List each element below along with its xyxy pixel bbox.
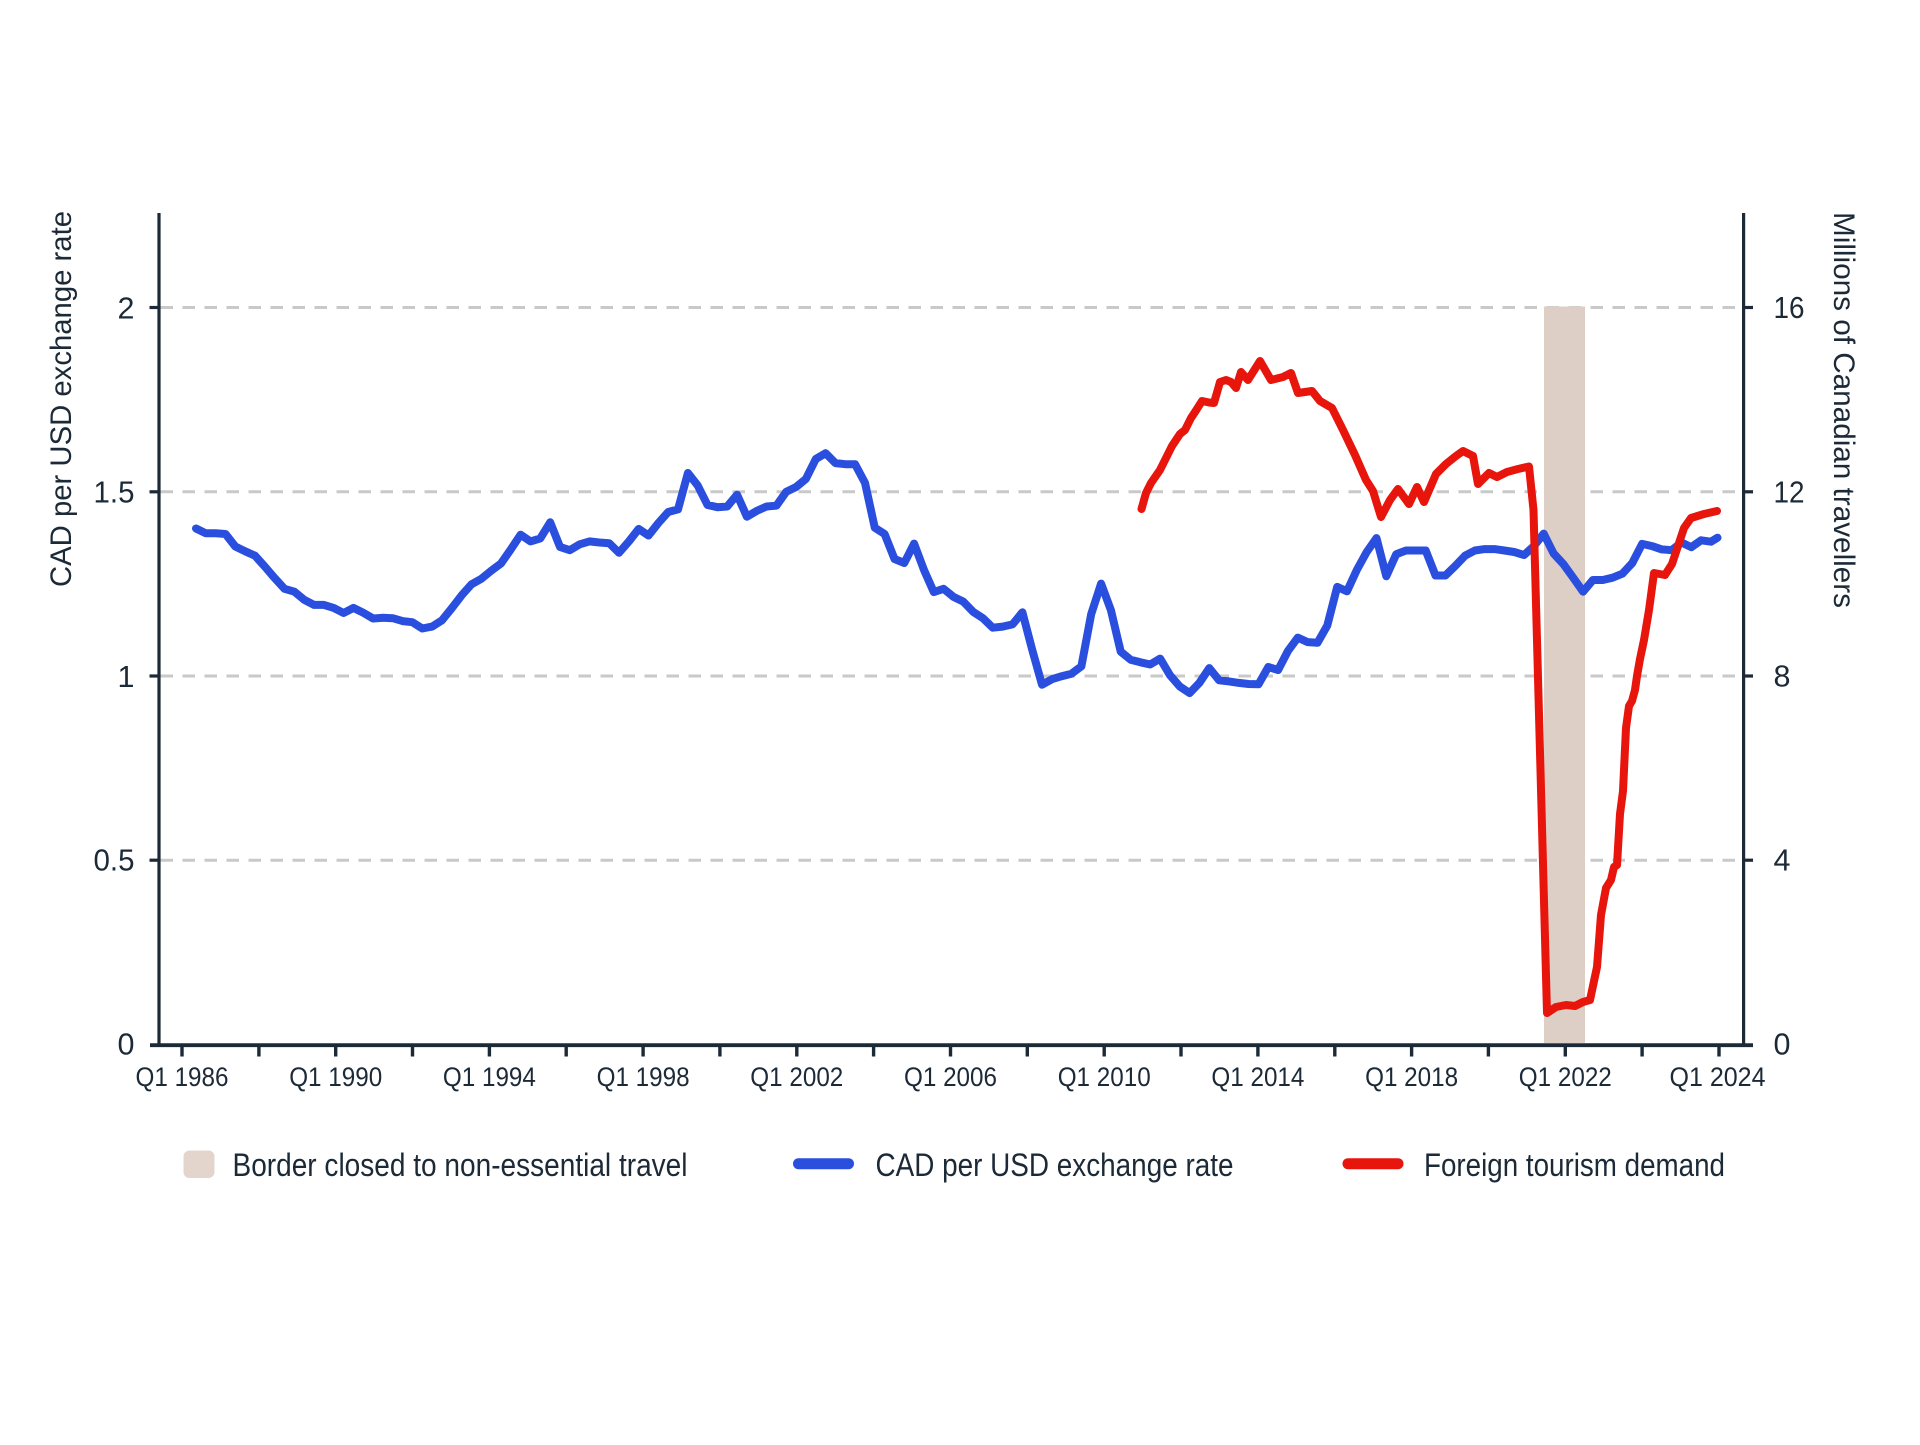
svg-text:Q1 2006: Q1 2006 — [904, 1062, 997, 1092]
svg-text:Border closed to non-essential: Border closed to non-essential travel — [233, 1147, 688, 1183]
svg-text:1: 1 — [118, 660, 135, 694]
svg-text:16: 16 — [1774, 291, 1805, 325]
svg-text:Q1 2018: Q1 2018 — [1365, 1062, 1458, 1092]
svg-text:0: 0 — [118, 1028, 135, 1062]
svg-text:0: 0 — [1774, 1027, 1791, 1061]
svg-text:Q1 2002: Q1 2002 — [750, 1062, 843, 1092]
svg-text:Q1 1986: Q1 1986 — [136, 1062, 229, 1092]
svg-text:Q1 2024: Q1 2024 — [1670, 1062, 1766, 1092]
svg-text:CAD per USD exchange rate: CAD per USD exchange rate — [45, 211, 78, 587]
svg-text:Q1 2014: Q1 2014 — [1211, 1062, 1304, 1092]
svg-text:Q1 1998: Q1 1998 — [597, 1062, 690, 1092]
svg-text:Q1 2010: Q1 2010 — [1058, 1062, 1151, 1092]
svg-text:4: 4 — [1774, 843, 1791, 877]
svg-text:Q1 1994: Q1 1994 — [443, 1062, 536, 1092]
svg-text:CAD per USD exchange rate: CAD per USD exchange rate — [876, 1147, 1234, 1183]
svg-text:1.5: 1.5 — [94, 476, 135, 510]
svg-text:Foreign tourism demand: Foreign tourism demand — [1424, 1147, 1725, 1183]
svg-text:8: 8 — [1774, 660, 1791, 694]
svg-text:12: 12 — [1774, 475, 1805, 509]
svg-text:Millions of Canadian traveller: Millions of Canadian travellers — [1827, 212, 1860, 608]
svg-text:0.5: 0.5 — [94, 844, 135, 878]
svg-text:2: 2 — [118, 292, 135, 326]
svg-text:Q1 2022: Q1 2022 — [1519, 1062, 1612, 1092]
svg-text:Q1 1990: Q1 1990 — [289, 1062, 382, 1092]
